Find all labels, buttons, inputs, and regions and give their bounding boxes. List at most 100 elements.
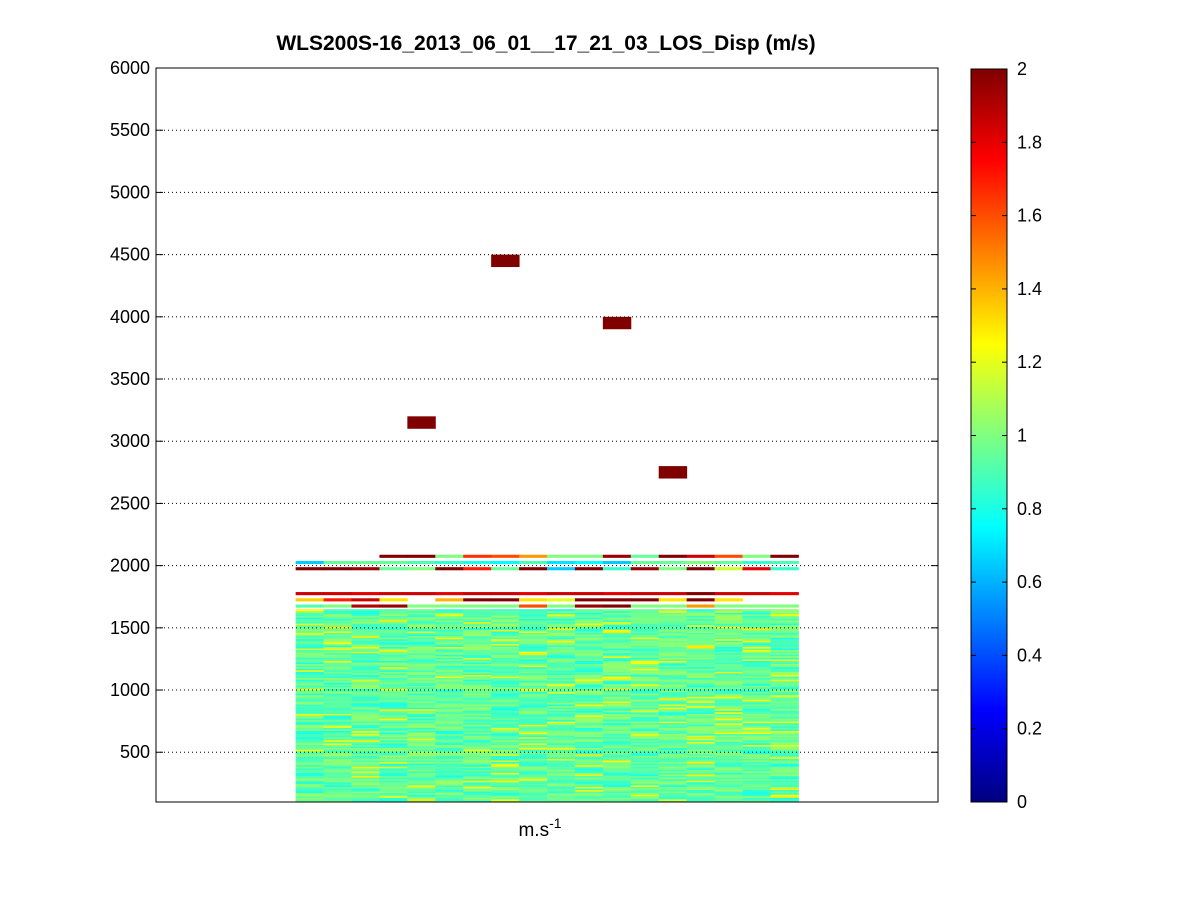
heatmap-cell xyxy=(463,774,492,777)
heatmap-cell xyxy=(407,728,436,731)
heatmap-cell xyxy=(714,657,743,660)
heatmap-cell xyxy=(547,744,576,747)
heatmap-cell xyxy=(574,621,604,624)
heatmap-cell xyxy=(351,704,380,707)
heatmap-cell xyxy=(602,592,632,596)
heatmap-cell xyxy=(519,718,548,721)
heatmap-cell xyxy=(547,688,576,691)
heatmap-cell xyxy=(574,750,604,753)
heatmap-cell xyxy=(742,663,771,666)
heatmap-cell xyxy=(519,567,548,571)
heatmap-cell xyxy=(379,705,408,708)
heatmap-cell xyxy=(742,613,771,616)
heatmap-cell xyxy=(323,769,352,772)
heatmap-cell xyxy=(379,683,408,686)
heatmap-cell xyxy=(602,690,632,693)
heatmap-cell xyxy=(602,688,632,691)
heatmap-cell xyxy=(574,623,604,626)
heatmap-cell xyxy=(686,640,716,643)
heatmap-cell xyxy=(295,758,325,761)
heatmap-cell xyxy=(295,780,325,783)
heatmap-cell xyxy=(295,750,325,753)
heatmap-cell xyxy=(658,722,688,725)
heatmap-cell xyxy=(602,735,632,738)
heatmap-cell xyxy=(407,735,436,738)
heatmap-cell xyxy=(742,719,771,722)
heatmap-cell xyxy=(602,697,632,700)
heatmap-cell xyxy=(407,666,436,669)
heatmap-cell xyxy=(435,640,464,643)
heatmap-cell xyxy=(463,635,492,638)
heatmap-cell xyxy=(491,634,520,637)
heatmap-cell xyxy=(435,724,464,727)
heatmap-cell xyxy=(491,610,520,613)
heatmap-cell xyxy=(463,697,492,700)
heatmap-cell xyxy=(602,719,632,722)
heatmap-cell xyxy=(547,652,576,655)
heatmap-cell xyxy=(630,798,660,801)
heatmap-cell xyxy=(435,786,464,789)
heatmap-cell xyxy=(379,666,408,669)
heatmap-cell xyxy=(547,719,576,722)
heatmap-cell xyxy=(602,783,632,786)
heatmap-cell xyxy=(714,767,743,770)
heatmap-cell xyxy=(323,783,352,786)
heatmap-cell xyxy=(407,780,436,783)
heatmap-cell xyxy=(686,761,716,764)
heatmap-cell xyxy=(770,777,799,780)
heatmap-cell xyxy=(435,668,464,671)
heatmap-cell xyxy=(351,769,380,772)
heatmap-cell xyxy=(714,648,743,651)
heatmap-cell xyxy=(686,686,716,689)
heatmap-cell xyxy=(379,672,408,675)
heatmap-cell xyxy=(547,604,576,608)
heatmap-cell xyxy=(351,742,380,745)
heatmap-cell xyxy=(630,624,660,627)
heatmap-cell xyxy=(714,671,743,674)
heatmap-cell xyxy=(602,693,632,696)
heatmap-cell xyxy=(379,794,408,797)
heatmap-cell xyxy=(714,711,743,714)
heatmap-cell xyxy=(379,700,408,703)
heatmap-cell xyxy=(379,649,408,652)
heatmap-cell xyxy=(463,646,492,649)
heatmap-cell xyxy=(658,604,688,608)
heatmap-cell xyxy=(295,657,325,660)
heatmap-cell xyxy=(435,760,464,763)
heatmap-cell xyxy=(658,662,688,665)
heatmap-cell xyxy=(379,735,408,738)
heatmap-cell xyxy=(435,671,464,674)
heatmap-cell xyxy=(351,643,380,646)
heatmap-cell xyxy=(658,623,688,626)
heatmap-cell xyxy=(547,665,576,668)
heatmap-cell xyxy=(602,704,632,707)
heatmap-cell xyxy=(714,699,743,702)
heatmap-cell xyxy=(379,797,408,800)
heatmap-cell xyxy=(686,632,716,635)
heatmap-cell xyxy=(407,800,436,803)
heatmap-cell xyxy=(630,722,660,725)
heatmap-cell xyxy=(574,613,604,616)
heatmap-cell xyxy=(323,655,352,658)
heatmap-cell xyxy=(323,713,352,716)
heatmap-cell xyxy=(323,668,352,671)
heatmap-cell xyxy=(295,616,325,619)
heatmap-cell xyxy=(519,613,548,616)
heatmap-cell xyxy=(742,690,771,693)
heatmap-cell xyxy=(686,777,716,780)
heatmap-cell xyxy=(323,651,352,654)
heatmap-cell xyxy=(463,739,492,742)
heatmap-cell xyxy=(547,629,576,632)
heatmap-cell xyxy=(686,682,716,685)
heatmap-cell xyxy=(630,609,660,612)
heatmap-cell xyxy=(630,677,660,680)
heatmap-cell xyxy=(658,693,688,696)
heatmap-cell xyxy=(435,694,464,697)
heatmap-cell xyxy=(351,746,380,749)
heatmap-cell xyxy=(379,660,408,663)
heatmap-cell xyxy=(435,747,464,750)
heatmap-cell xyxy=(435,644,464,647)
heatmap-cell xyxy=(323,761,352,764)
heatmap-cell xyxy=(714,662,743,665)
heatmap-cell xyxy=(547,682,576,685)
